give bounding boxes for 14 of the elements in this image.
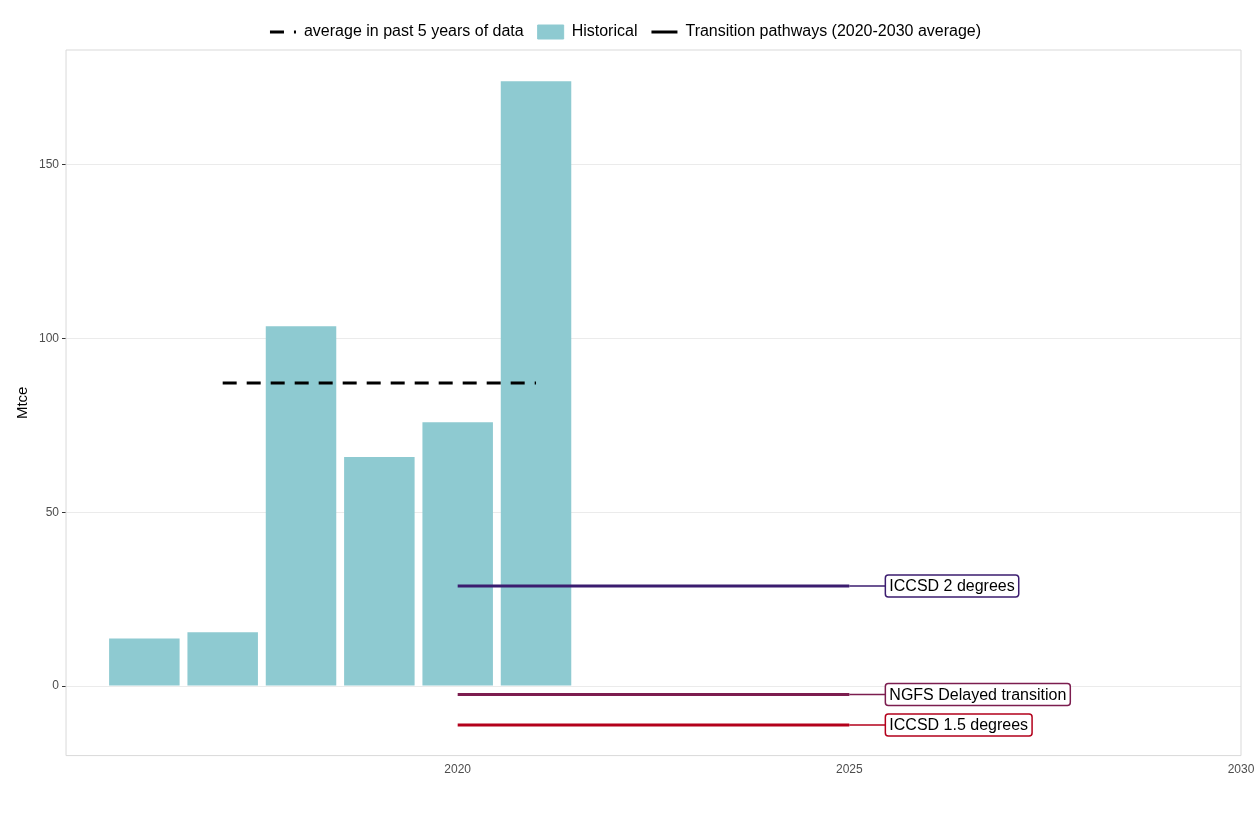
legend-label: NGFS Delayed transition xyxy=(889,685,1067,703)
legend-label: average in past 5 years of data xyxy=(303,22,524,40)
y-axis-title: Mtce xyxy=(13,386,31,420)
x-tick-label: 2030 xyxy=(1227,762,1255,777)
y-tick-label: 100 xyxy=(38,330,60,345)
legend-label: Historical xyxy=(571,22,638,40)
x-tick-label: 2020 xyxy=(444,762,472,777)
legend-label: ICCSD 1.5 degrees xyxy=(889,716,1029,734)
y-tick-label: 150 xyxy=(38,157,60,172)
text: Transition pathways (2020-2030 average) xyxy=(685,22,982,40)
legend-label: ICCSD 2 degrees xyxy=(889,577,1015,595)
x-tick-label: 2025 xyxy=(835,762,864,777)
y-tick-label: 50 xyxy=(45,504,60,519)
y-tick-label: 0 xyxy=(52,678,60,693)
